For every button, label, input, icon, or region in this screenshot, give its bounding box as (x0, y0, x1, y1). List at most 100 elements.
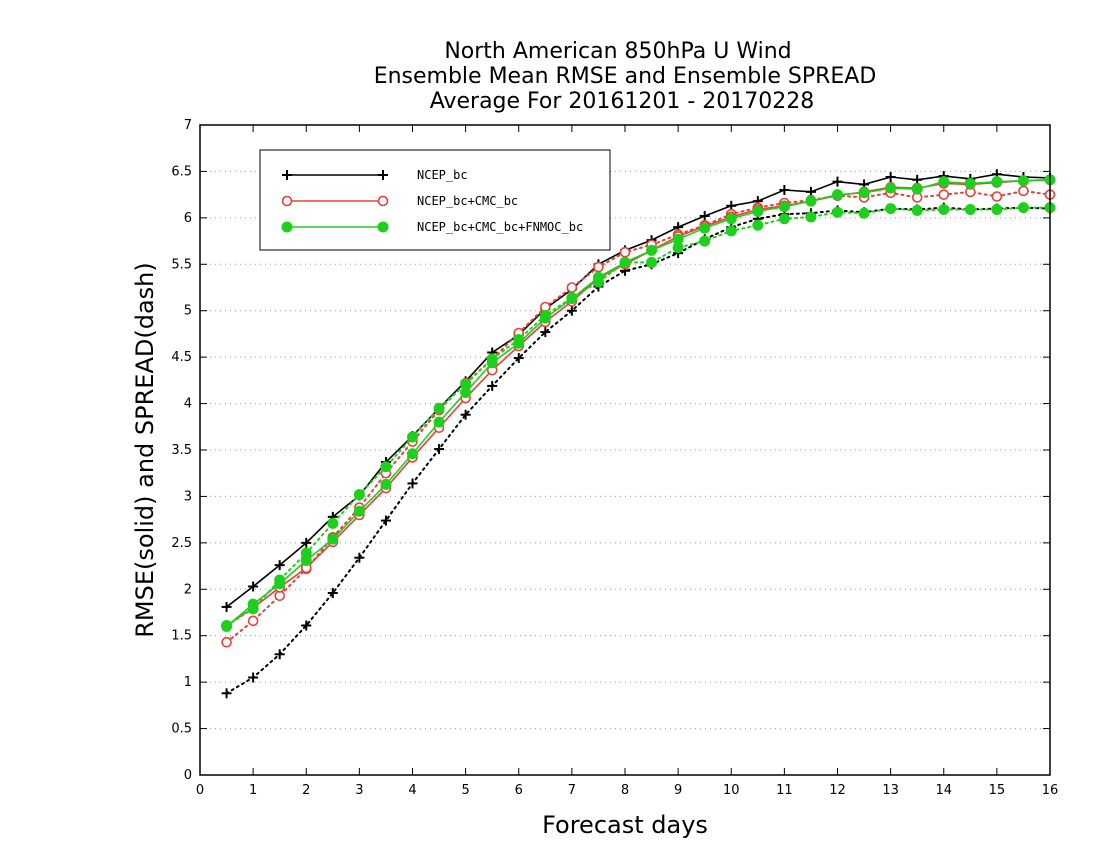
y-tick-label: 4.5 (171, 350, 192, 365)
spread-point-ncep-bc-cmc-bc (593, 261, 604, 273)
rmse-point-ncep-bc-cmc-bc-fnmoc-bc (486, 357, 498, 369)
spread-point-ncep-bc-cmc-bc-fnmoc-bc (725, 225, 737, 237)
x-tick-label: 1 (249, 783, 257, 798)
rmse-point-ncep-bc-cmc-bc-fnmoc-bc (646, 244, 658, 256)
x-tick-label: 15 (989, 783, 1006, 798)
series-layer (221, 169, 1056, 699)
rmse-point-ncep-bc (274, 560, 285, 571)
rmse-point-ncep-bc-cmc-bc-fnmoc-bc (805, 195, 817, 207)
y-tick-label: 3.5 (171, 443, 192, 458)
y-tick-label: 5 (184, 304, 192, 319)
x-tick-label: 10 (723, 783, 740, 798)
legend-item-ncep-bc-cmc-bc-fnmoc-bc: NCEP_bc+CMC_bc+FNMOC_bc (281, 220, 583, 234)
rmse-point-ncep-bc-cmc-bc-fnmoc-bc (592, 271, 604, 283)
y-tick-label: 6 (184, 211, 192, 226)
spread-point-ncep-bc-cmc-bc-fnmoc-bc (327, 517, 339, 529)
rmse-point-ncep-bc-cmc-bc-fnmoc-bc (460, 386, 472, 398)
legend-marker-ncep-bc-cmc-bc (377, 195, 389, 207)
legend-item-ncep-bc-cmc-bc: NCEP_bc+CMC_bc (281, 194, 518, 208)
rmse-point-ncep-bc-cmc-bc-fnmoc-bc (1017, 175, 1029, 187)
spread-point-ncep-bc (301, 620, 312, 631)
spread-point-ncep-bc-cmc-bc-fnmoc-bc (805, 211, 817, 223)
spread-point-ncep-bc (487, 380, 498, 391)
spread-point-ncep-bc-cmc-bc-fnmoc-bc (832, 206, 843, 218)
spread-point-ncep-bc (327, 588, 338, 598)
y-tick-label: 1.5 (171, 629, 192, 644)
grid-lines (200, 170, 1050, 730)
rmse-point-ncep-bc-cmc-bc-fnmoc-bc (513, 337, 525, 349)
x-tick-label: 6 (515, 783, 523, 798)
y-tick-label: 7 (184, 118, 192, 133)
rmse-point-ncep-bc-cmc-bc-fnmoc-bc (725, 213, 737, 225)
rmse-point-ncep-bc-cmc-bc-fnmoc-bc (699, 222, 711, 234)
legend-label-ncep-bc-cmc-bc-fnmoc-bc: NCEP_bc+CMC_bc+FNMOC_bc (417, 220, 583, 234)
rmse-point-ncep-bc-cmc-bc-fnmoc-bc (672, 233, 684, 245)
x-axis-label: Forecast days (542, 811, 708, 839)
spread-point-ncep-bc (460, 409, 471, 420)
title-line-1: North American 850hPa U Wind (444, 39, 791, 64)
spread-point-ncep-bc-cmc-bc-fnmoc-bc (938, 204, 950, 215)
x-tick-label: 2 (302, 783, 310, 798)
spread-point-ncep-bc-cmc-bc (247, 615, 259, 627)
spread-point-ncep-bc (566, 305, 577, 316)
legend-item-ncep-bc: NCEP_bc (282, 168, 468, 182)
rmse-point-ncep-bc (885, 172, 896, 182)
rmse-point-ncep-bc (779, 185, 790, 195)
rmse-point-ncep-bc (699, 211, 710, 221)
axis-ticks: 00.511.522.533.544.555.566.570 1 2 3 4 5 6 7 8 9 1… (171, 118, 1058, 798)
rmse-point-ncep-bc-cmc-bc-fnmoc-bc (380, 478, 392, 490)
spread-point-ncep-bc-cmc-bc-fnmoc-bc (380, 461, 392, 473)
spread-line-ncep-bc-cmc-bc (225, 189, 1051, 644)
spread-point-ncep-bc-cmc-bc-fnmoc-bc (433, 402, 445, 414)
x-tick-label: 11 (776, 783, 793, 798)
spread-point-ncep-bc (248, 672, 259, 683)
spread-point-ncep-bc (513, 353, 524, 364)
spread-point-ncep-bc-cmc-bc-fnmoc-bc (407, 431, 418, 443)
legend-marker-ncep-bc (282, 170, 292, 180)
y-tick-label: 5.5 (171, 257, 192, 272)
y-tick-label: 0.5 (171, 722, 192, 737)
x-tick-label: 4 (408, 783, 416, 798)
spread-point-ncep-bc-cmc-bc (566, 282, 578, 293)
spread-point-ncep-bc-cmc-bc-fnmoc-bc (991, 204, 1003, 215)
x-tick-label: 0 (196, 783, 204, 798)
spread-point-ncep-bc (354, 552, 365, 563)
spread-point-ncep-bc (540, 327, 551, 338)
spread-point-ncep-bc-cmc-bc-fnmoc-bc (964, 204, 976, 215)
spread-point-ncep-bc-cmc-bc-fnmoc-bc (778, 213, 790, 225)
rmse-point-ncep-bc-cmc-bc-fnmoc-bc (433, 416, 445, 428)
spread-point-ncep-bc (407, 478, 418, 489)
x-tick-label: 5 (461, 783, 469, 798)
y-tick-label: 2.5 (171, 536, 192, 551)
legend-marker-ncep-bc (378, 170, 388, 180)
legend-marker-ncep-bc-cmc-bc-fnmoc-bc (377, 221, 389, 233)
spread-point-ncep-bc-cmc-bc-fnmoc-bc (646, 256, 658, 268)
rmse-point-ncep-bc-cmc-bc-fnmoc-bc (353, 505, 365, 517)
y-tick-label: 6.5 (171, 164, 192, 179)
rmse-point-ncep-bc-cmc-bc-fnmoc-bc (911, 183, 923, 195)
spread-point-ncep-bc-cmc-bc (938, 189, 950, 200)
y-axis-label: RMSE(solid) and SPREAD(dash) (131, 262, 159, 638)
rmse-point-ncep-bc (248, 581, 259, 592)
x-tick-label: 8 (621, 783, 629, 798)
y-tick-label: 1 (184, 675, 192, 690)
legend-label-ncep-bc: NCEP_bc (417, 168, 468, 182)
x-tick-label: 16 (1042, 783, 1059, 798)
spread-point-ncep-bc-cmc-bc-fnmoc-bc (699, 235, 711, 247)
spread-point-ncep-bc-cmc-bc-fnmoc-bc (911, 204, 923, 216)
x-tick-label: 12 (829, 783, 846, 798)
legend-label-ncep-bc-cmc-bc: NCEP_bc+CMC_bc (417, 194, 518, 208)
rmse-point-ncep-bc-cmc-bc-fnmoc-bc (885, 182, 897, 194)
legend-box (259, 149, 611, 251)
rmse-point-ncep-bc (221, 601, 232, 612)
rmse-point-ncep-bc-cmc-bc-fnmoc-bc (274, 578, 286, 590)
rmse-point-ncep-bc-cmc-bc-fnmoc-bc (752, 205, 764, 217)
rmse-point-ncep-bc-cmc-bc-fnmoc-bc (832, 189, 843, 201)
x-tick-label: 13 (882, 783, 899, 798)
rmse-point-ncep-bc-cmc-bc-fnmoc-bc (566, 293, 578, 305)
x-tick-label: 7 (568, 783, 576, 798)
y-tick-label: 4 (184, 397, 192, 412)
series-ncep-bc-cmc-bc-fnmoc-bc (221, 174, 1056, 632)
rmse-point-ncep-bc-cmc-bc-fnmoc-bc (221, 620, 233, 632)
